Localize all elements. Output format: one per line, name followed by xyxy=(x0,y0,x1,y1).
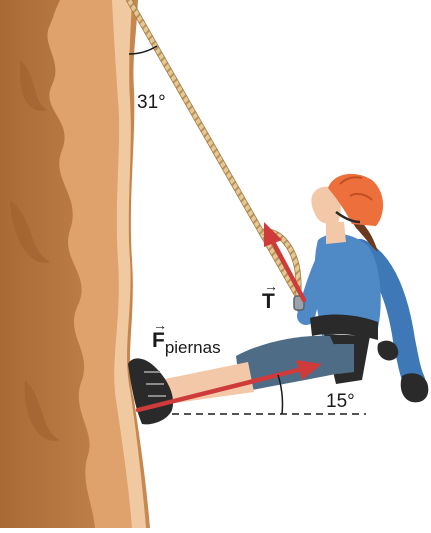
tension-vector-label: → T xyxy=(262,278,278,314)
rope-angle-arc xyxy=(128,45,158,55)
leg-force-symbol: F xyxy=(152,329,165,352)
tension-vector-arrow xyxy=(264,222,307,303)
cliff-wall xyxy=(0,0,150,528)
leg-angle-label: 15° xyxy=(326,391,355,412)
vector-arrow-icon: → xyxy=(264,278,278,294)
helmet-icon xyxy=(328,173,384,226)
rope-angle-label: 31° xyxy=(137,92,166,113)
rope xyxy=(126,0,303,312)
leg-force-subscript: piernas xyxy=(164,338,221,357)
leg-force-vector-label: → Fpiernas xyxy=(152,317,221,357)
tension-symbol: T xyxy=(262,290,275,313)
leg-angle-arc xyxy=(277,374,284,415)
climber xyxy=(128,173,429,425)
leg-force-vector-arrow xyxy=(135,360,322,413)
glove-icon xyxy=(377,340,429,403)
vector-arrow-icon: → xyxy=(153,317,167,333)
